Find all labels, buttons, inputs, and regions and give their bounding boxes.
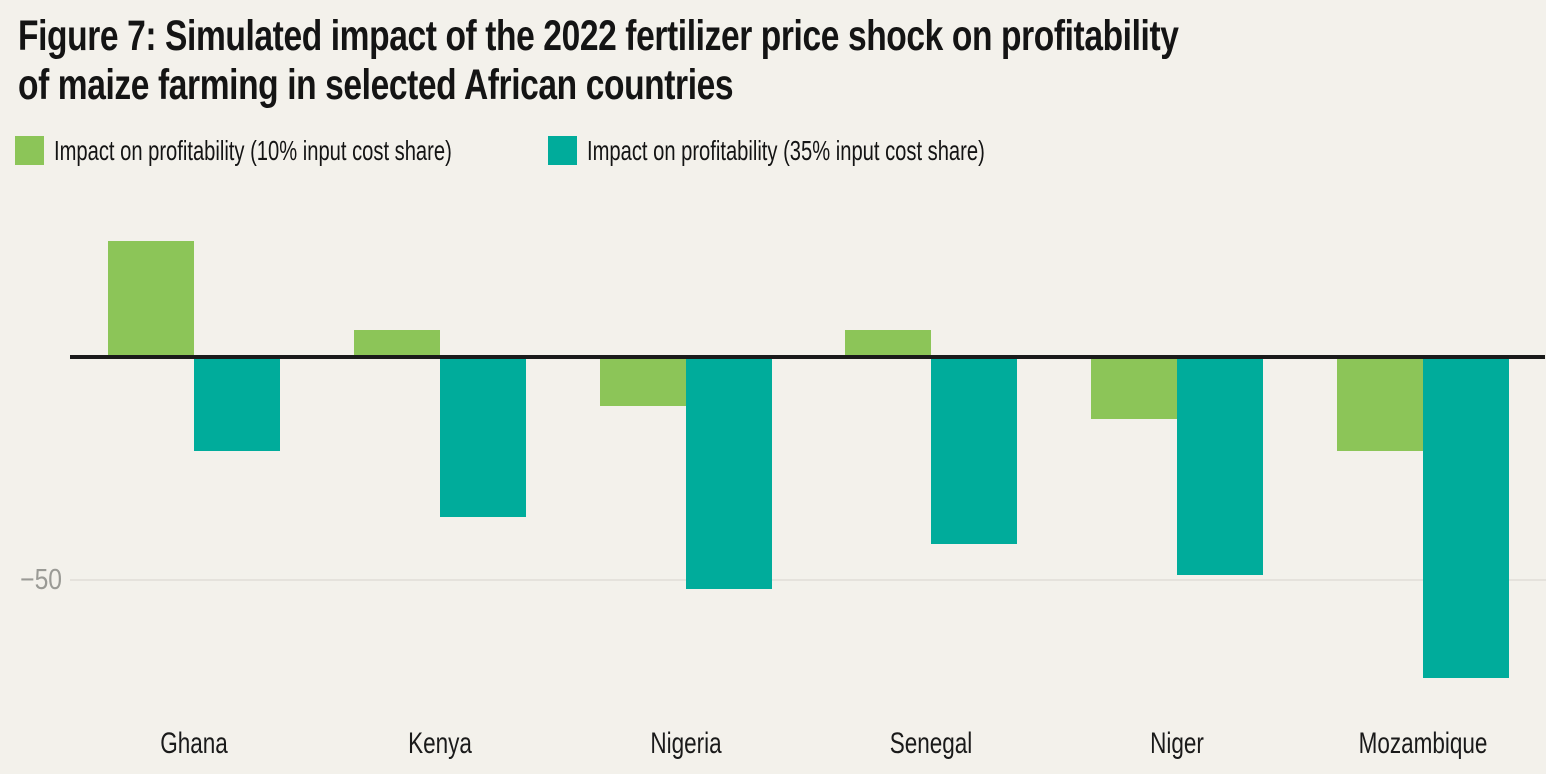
- x-axis-label-ghana: Ghana: [160, 727, 228, 760]
- bar-35pct-niger: [1177, 357, 1264, 576]
- x-axis-label-kenya: Kenya: [407, 727, 472, 760]
- figure-title-line2: of maize farming in selected African cou…: [18, 61, 734, 109]
- bar-10pct-mozambique: [1337, 357, 1423, 451]
- legend-item-10pct: Impact on profitability (10% input cost …: [15, 135, 606, 166]
- legend-swatch-green: [15, 136, 44, 165]
- bar-35pct-senegal: [931, 357, 1018, 545]
- bar-10pct-niger: [1091, 357, 1178, 420]
- bar-10pct-nigeria: [599, 357, 686, 406]
- figure-title: Figure 7: Simulated impact of the 2022 f…: [18, 12, 1179, 110]
- bar-10pct-ghana: [108, 241, 194, 357]
- gridline-minus-50: [70, 579, 1546, 581]
- zero-baseline: [70, 355, 1545, 359]
- x-axis-label-senegal: Senegal: [890, 727, 973, 760]
- legend-item-35pct: Impact on profitability (35% input cost …: [548, 135, 1139, 166]
- x-axis-label-nigeria: Nigeria: [649, 727, 722, 760]
- bar-35pct-mozambique: [1423, 357, 1509, 678]
- legend-swatch-teal: [548, 136, 577, 165]
- x-axis-label-mozambique: Mozambique: [1358, 727, 1488, 760]
- y-tick-label-minus-50: −50: [20, 564, 62, 596]
- bar-35pct-nigeria: [685, 357, 772, 589]
- bar-10pct-kenya: [353, 330, 440, 357]
- legend-label-35pct: Impact on profitability (35% input cost …: [587, 134, 985, 166]
- x-axis-label-niger: Niger: [1150, 727, 1205, 760]
- bar-10pct-senegal: [845, 330, 932, 357]
- figure-title-line1: Figure 7: Simulated impact of the 2022 f…: [18, 12, 1179, 60]
- legend-label-10pct: Impact on profitability (10% input cost …: [54, 134, 452, 166]
- bar-35pct-ghana: [194, 357, 280, 451]
- bar-35pct-kenya: [439, 357, 526, 518]
